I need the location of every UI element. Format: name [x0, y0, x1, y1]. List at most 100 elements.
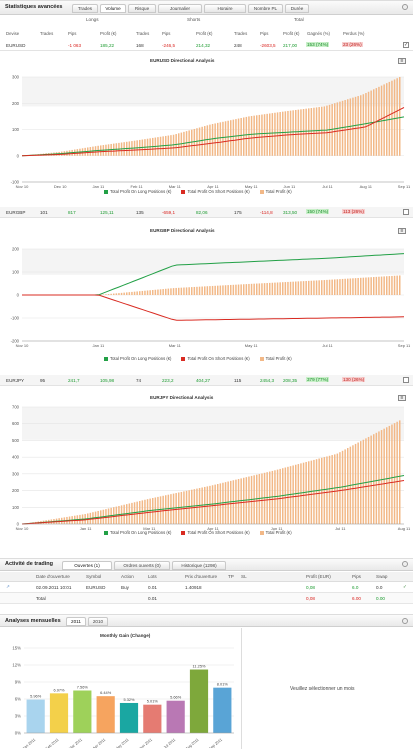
- stat-l-profit: 105,98: [100, 378, 115, 383]
- y-tick-label: 0%: [15, 731, 21, 736]
- total-profit-bar: [248, 283, 250, 295]
- tab-horaire[interactable]: Horaire: [204, 4, 246, 13]
- total-profit-bar: [248, 476, 250, 524]
- total-profit-bar: [217, 484, 219, 524]
- legend-item[interactable]: Total Profit On Short Positions (€): [181, 356, 250, 361]
- total-profit-bar: [399, 420, 401, 524]
- trading-row[interactable]: [0, 582, 413, 593]
- total-profit-bar: [302, 109, 305, 156]
- stat-s-pips: -246,5: [162, 43, 176, 48]
- trading-column-header: Action: [121, 574, 134, 579]
- total-profit-bar: [232, 119, 235, 156]
- total-profit-bar: [367, 277, 370, 295]
- short-profit-line: [21, 107, 405, 157]
- legend-item[interactable]: Total Profit On Short Positions (€): [181, 530, 250, 535]
- legend-item[interactable]: Total Profit (€): [259, 189, 292, 194]
- legend-swatch: [259, 189, 264, 194]
- row-checkbox[interactable]: ✓: [403, 42, 409, 48]
- total-profit-bar: [323, 106, 326, 156]
- stat-t-profit: 313,50: [283, 210, 298, 215]
- y-tick-label: 300: [12, 471, 20, 476]
- total-profit-bar: [188, 490, 190, 524]
- chart-menu-icon[interactable]: ≡: [398, 58, 406, 64]
- chart-title: EURJPY Directional Analysis: [150, 395, 214, 400]
- total-profit-bar: [133, 502, 136, 524]
- monthly-bar[interactable]: [26, 699, 45, 733]
- total-profit-bar: [206, 125, 209, 156]
- tab-year-2010[interactable]: 2010: [88, 617, 108, 626]
- total-profit-bar: [383, 276, 385, 295]
- total-profit-bar: [289, 110, 292, 156]
- stat-row[interactable]: [0, 207, 413, 218]
- trading-column-header: Prix d'ouverture: [185, 574, 218, 579]
- stat-s-pips: -659,1: [162, 210, 176, 215]
- row-checkbox[interactable]: [403, 377, 409, 383]
- row-checkbox[interactable]: [403, 209, 409, 215]
- total-profit-bar: [211, 285, 214, 295]
- monthly-bar[interactable]: [73, 690, 92, 734]
- stat-l-pips: 817: [68, 210, 76, 215]
- legend-item[interactable]: Total Profit On Short Positions (€): [181, 189, 250, 194]
- total-profit-bar: [396, 78, 398, 156]
- tab-trading-0[interactable]: Ouvertes (1): [62, 561, 112, 570]
- total-profit-bar: [274, 282, 276, 295]
- total-profit-bar: [315, 107, 318, 156]
- monthly-bar[interactable]: [49, 693, 69, 733]
- total-profit-bar: [284, 467, 287, 524]
- tab-trading-1[interactable]: Ordres ouverts (0): [114, 561, 170, 570]
- total-profit-bar: [393, 79, 396, 156]
- tab-risque[interactable]: Risque: [128, 4, 156, 13]
- y-tick-label: 100: [12, 270, 20, 275]
- tab-nombre-pl[interactable]: Nombre PL: [248, 4, 283, 13]
- settings-icon[interactable]: [402, 561, 408, 567]
- close-trade-icon[interactable]: ✓: [403, 584, 407, 589]
- total-profit-bar: [378, 276, 380, 295]
- chart-menu-icon[interactable]: ≡: [398, 395, 406, 401]
- stat-row[interactable]: [0, 375, 413, 386]
- tab-trading-2[interactable]: Historique (1298): [172, 561, 226, 570]
- stat-row[interactable]: [0, 40, 413, 51]
- settings-icon[interactable]: [402, 4, 408, 10]
- edit-icon[interactable]: ↗: [6, 584, 10, 589]
- total-profit-bar: [211, 123, 214, 156]
- total-profit-bar: [227, 481, 229, 524]
- tab-volume[interactable]: Volume: [100, 4, 126, 13]
- total-profit-bar: [245, 477, 248, 524]
- monthly-bar[interactable]: [213, 687, 232, 733]
- legend-swatch: [181, 530, 186, 535]
- legend-swatch: [181, 356, 186, 361]
- total-profit-bar: [183, 287, 185, 295]
- legend-item[interactable]: Total Profit On Long Positions (€): [104, 356, 171, 361]
- total-profit-bar: [185, 287, 188, 295]
- legend-item[interactable]: Total Profit (€): [259, 356, 292, 361]
- x-tick-label: Jun 2011: [139, 738, 153, 748]
- monthly-bar[interactable]: [96, 696, 115, 733]
- total-profit-bar: [378, 431, 380, 524]
- monthly-bar[interactable]: [189, 669, 209, 733]
- monthly-bar[interactable]: [119, 702, 139, 733]
- tab-journalier[interactable]: Journalier: [158, 4, 202, 13]
- total-profit-bar: [266, 113, 268, 156]
- total-profit-bar: [157, 496, 159, 524]
- total-profit-bar: [201, 286, 203, 295]
- legend-item[interactable]: Total Profit (€): [259, 530, 292, 535]
- total-profit-bar: [347, 99, 349, 156]
- x-tick-label: Apr 11: [207, 526, 219, 531]
- y-tick-label: 200: [12, 101, 20, 106]
- total-profit-bar: [373, 434, 375, 524]
- legend-item[interactable]: Total Profit On Long Positions (€): [104, 530, 171, 535]
- tab-dur-e[interactable]: Durée: [285, 4, 309, 13]
- x-tick-label: May 11: [245, 184, 259, 189]
- settings-icon[interactable]: [402, 618, 408, 624]
- tab-year-2011[interactable]: 2011: [66, 617, 86, 626]
- chart-menu-icon[interactable]: ≡: [398, 228, 406, 234]
- legend-item[interactable]: Total Profit On Long Positions (€): [104, 189, 171, 194]
- total-profit-bar: [188, 130, 190, 156]
- total-profit-bar: [341, 100, 344, 156]
- total-profit-bar: [183, 491, 185, 524]
- total-profit-bar: [253, 115, 255, 156]
- chart-title: EURGBP Directional Analysis: [150, 228, 215, 233]
- monthly-bar[interactable]: [143, 704, 162, 733]
- monthly-bar[interactable]: [166, 700, 185, 733]
- tab-trades[interactable]: Trades: [72, 4, 98, 13]
